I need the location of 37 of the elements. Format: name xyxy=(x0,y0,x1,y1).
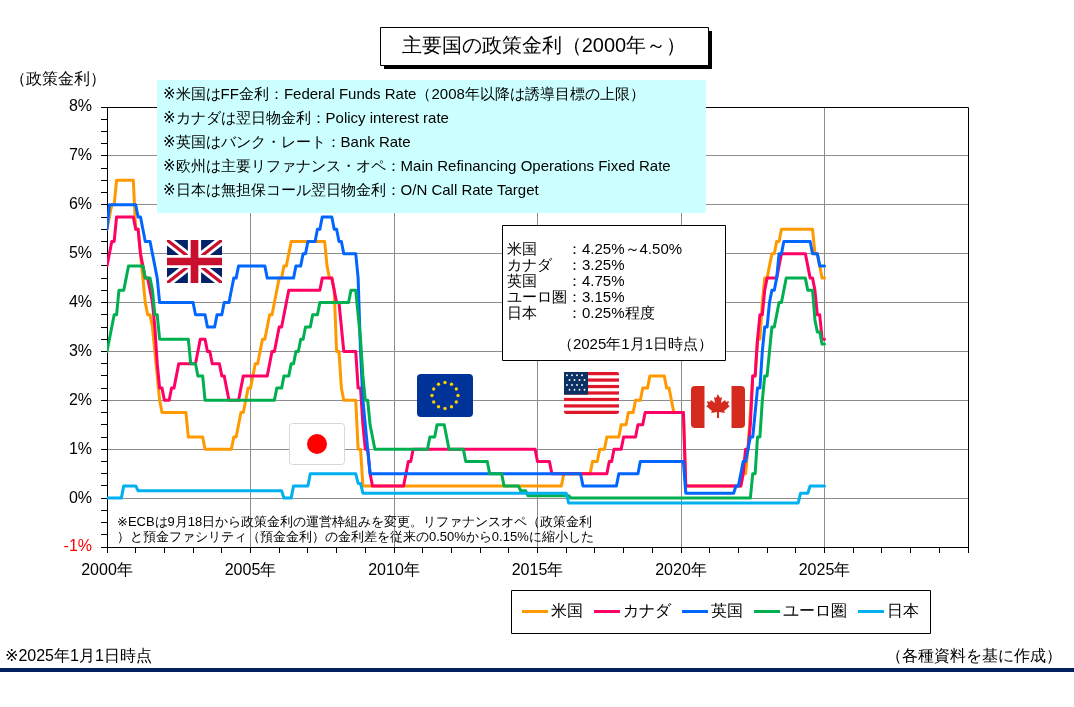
text: ※2025年1月1日時点 xyxy=(5,647,152,665)
x-tick-label: 2000年 xyxy=(81,561,133,579)
y-tick-label: 6% xyxy=(68,195,92,213)
legend-label: ユーロ圏 xyxy=(783,601,847,619)
annotation: （2025年1月1日時点） xyxy=(557,335,713,353)
y-tick-label: 2% xyxy=(68,390,92,408)
y-tick-label: 0% xyxy=(68,488,92,506)
annotation: 日本 ：0.25%程度 xyxy=(507,304,655,322)
x-tick-label: 2010年 xyxy=(368,561,420,579)
y-tick-label: 5% xyxy=(68,244,92,262)
annotation: カナダ ：3.25% xyxy=(507,256,625,274)
annotation: ※日本は無担保コール翌日物金利：O/N Call Rate Target xyxy=(163,181,540,199)
annotation: ※英国はバンク・レート：Bank Rate xyxy=(163,133,411,151)
y-axis-title: （政策金利） xyxy=(10,70,106,88)
annotation: 英国 ：4.75% xyxy=(507,272,625,290)
x-tick-label: 2025年 xyxy=(798,561,851,579)
annotation: ※ECBは9月18日から政策金利の運営枠組みを変更。リファナンスオペ（政策金利）と預金ファシリティ（預金金利）の金利差を従来の0.50%から0.15%に縮小した xyxy=(117,513,594,544)
legend-label: 英国 xyxy=(711,601,743,619)
text: ※米国はFF金利：Federal Funds Rate（2008年以降は誘導目標の上限） xyxy=(163,85,645,103)
legend-label: カナダ xyxy=(623,601,672,619)
y-tick-label: 1% xyxy=(68,439,92,457)
annotation: ユーロ圏：3.15% xyxy=(507,288,625,306)
text: （各種資料を基に作成） xyxy=(886,647,1062,665)
annotation: ※カナダは翌日物金利：Policy interest rate xyxy=(163,109,449,127)
y-tick-label: 7% xyxy=(68,146,92,164)
annotation: ※欧州は主要リファナンス・オペ：Main Refinancing Operations Fixed Rate xyxy=(163,157,671,175)
y-tick-label: 8% xyxy=(68,97,92,115)
x-tick-label: 2005年 xyxy=(224,561,277,579)
x-tick-label: 2020年 xyxy=(655,561,707,579)
y-tick-label: 3% xyxy=(68,341,92,359)
x-tick-label: 2015年 xyxy=(511,561,564,579)
annotation: 米国 ：4.25%～4.50% xyxy=(507,240,683,258)
chart-title: 主要国の政策金利（2000年～） xyxy=(401,33,687,56)
y-tick-label: 4% xyxy=(68,292,92,310)
legend-label: 米国 xyxy=(551,601,583,619)
legend-label: 日本 xyxy=(887,601,919,619)
y-tick-label: -1% xyxy=(63,537,92,555)
